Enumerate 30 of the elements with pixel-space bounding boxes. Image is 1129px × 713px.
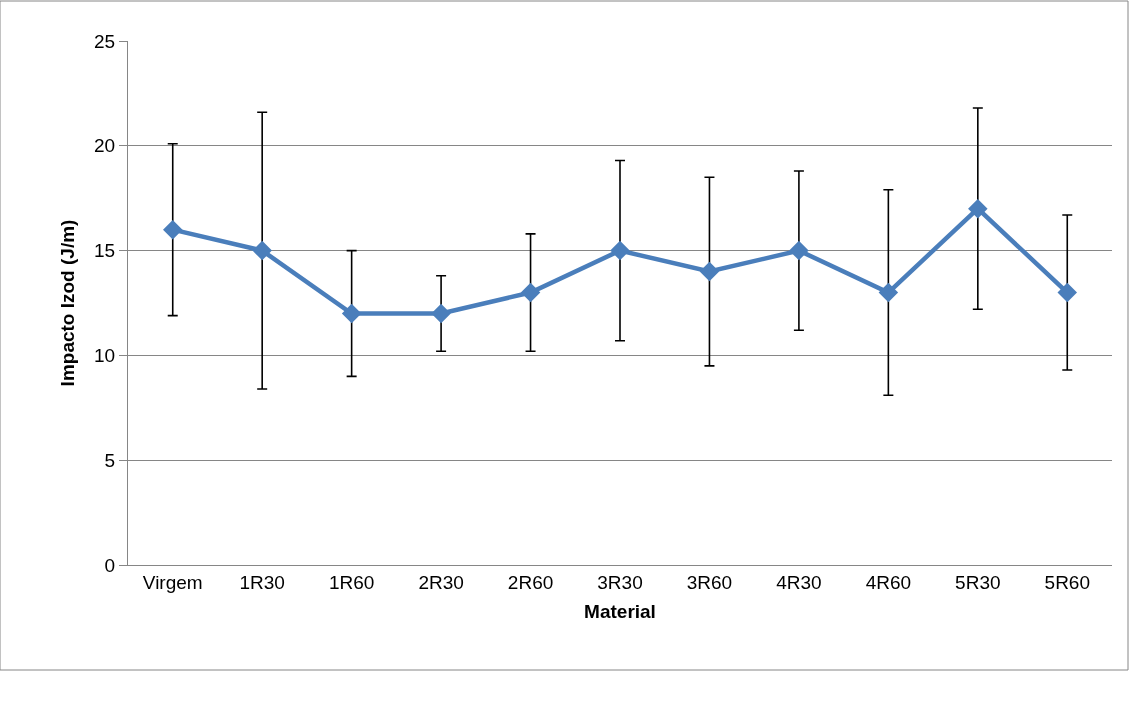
x-tick-label: 4R30 [776, 571, 822, 593]
y-tick-label: 15 [94, 240, 116, 262]
x-axis-title: Material [584, 600, 656, 622]
point [789, 240, 809, 261]
x-tick-label: 5R30 [955, 571, 1001, 593]
x-tick-label: Virgem [142, 571, 203, 593]
point [162, 219, 183, 240]
x-tick-label: 1R30 [239, 571, 285, 593]
y-tick-label: 10 [94, 345, 116, 367]
y-tick-label: 25 [94, 30, 116, 52]
x-tick-label: 3R60 [686, 571, 733, 593]
x-tick-label: 2R60 [507, 571, 554, 593]
point [699, 261, 720, 282]
x-tick-label: 4R60 [865, 571, 912, 593]
y-axis-title: Impacto Izod (J/m) [56, 219, 78, 387]
point [520, 282, 541, 303]
point [341, 303, 362, 324]
x-tick-label: 2R30 [418, 571, 464, 593]
x-tick-label: 3R30 [597, 571, 643, 593]
y-tick-label: 20 [94, 135, 116, 157]
point [878, 282, 899, 303]
point [431, 303, 451, 324]
x-tick-label: 5R60 [1044, 571, 1090, 593]
point [610, 240, 630, 261]
point [968, 198, 988, 219]
point [252, 240, 272, 261]
x-tick-label: 1R60 [328, 571, 375, 593]
y-tick-label: 0 [104, 554, 116, 576]
y-tick-label: 5 [104, 449, 116, 471]
point [1057, 282, 1078, 303]
